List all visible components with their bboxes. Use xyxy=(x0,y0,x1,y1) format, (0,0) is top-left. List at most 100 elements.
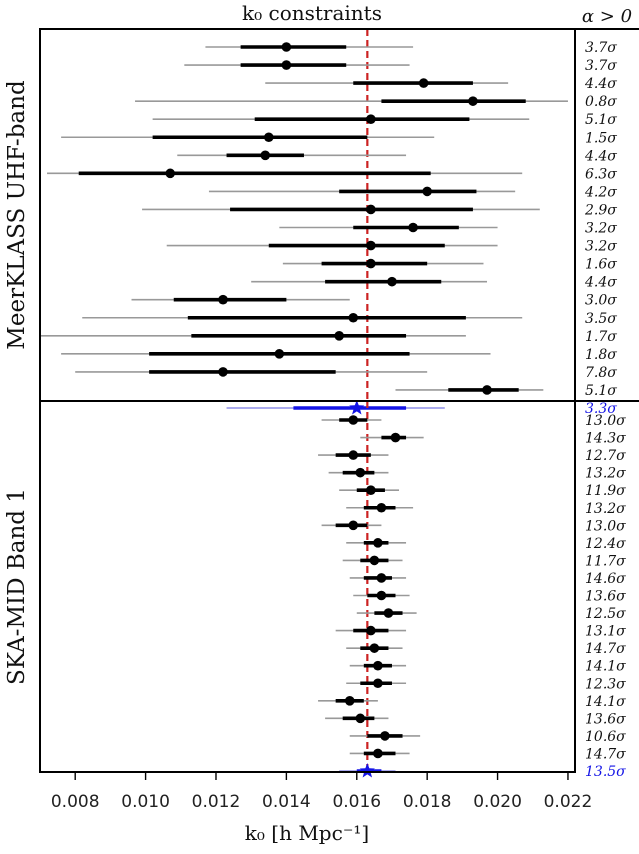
point-marker xyxy=(366,114,376,124)
data-row: 12.3σ xyxy=(346,676,626,692)
point-marker xyxy=(373,678,383,689)
data-row: 13.2σ xyxy=(346,501,626,517)
point-marker xyxy=(348,312,359,323)
sigma-label: 4.4σ xyxy=(584,76,617,92)
x-tick-label: 0.008 xyxy=(51,792,100,812)
point-marker xyxy=(366,258,376,269)
sigma-label: 5.1σ xyxy=(585,112,617,128)
sigma-label: 14.1σ xyxy=(585,694,626,710)
point-marker xyxy=(468,96,478,106)
point-marker xyxy=(366,240,376,251)
data-row: 3.7σ xyxy=(184,58,617,74)
sigma-label: 13.6σ xyxy=(585,711,626,727)
sigma-label: 12.3σ xyxy=(585,676,626,692)
data-row: 3.7σ xyxy=(205,40,617,56)
data-row: 7.8σ xyxy=(75,365,617,381)
point-marker xyxy=(383,608,394,618)
x-tick-label: 0.012 xyxy=(192,792,241,812)
point-marker xyxy=(218,294,228,305)
panels-layer: 3.7σ 3.7σ 4.4σ 0.8σ 5.1σ 1.5σ 4.4σ 6.3σ 4.2σ 2.9σ… xyxy=(4,28,639,812)
point-marker xyxy=(390,432,401,443)
sigma-label: 14.7σ xyxy=(585,641,626,657)
data-row: 2.9σ xyxy=(142,202,617,218)
sigma-label: 10.6σ xyxy=(585,729,626,745)
sigma-label: 13.0σ xyxy=(585,413,626,429)
point-marker xyxy=(376,590,387,601)
data-row: 3.0σ xyxy=(131,293,617,309)
x-tick-label: 0.016 xyxy=(332,792,381,812)
point-marker xyxy=(373,538,383,548)
data-row: 13.0σ xyxy=(321,413,626,429)
x-axis: 0.008 0.010 0.012 0.014 0.016 0.018 0.020 0.022 xyxy=(51,772,592,812)
x-tick-label: 0.018 xyxy=(403,792,452,812)
data-row: 0.8σ xyxy=(135,94,617,110)
point-marker xyxy=(263,132,274,143)
point-marker xyxy=(408,222,418,233)
point-marker xyxy=(355,467,366,478)
sigma-label: 14.6σ xyxy=(585,571,626,587)
data-row: 1.8σ xyxy=(61,347,617,363)
data-row: 14.3σ xyxy=(360,431,626,447)
data-row: 1.7σ xyxy=(40,329,617,345)
sigma-label: 3.7σ xyxy=(585,40,617,56)
sigma-label: 13.2σ xyxy=(585,501,626,517)
point-marker xyxy=(334,331,344,341)
data-row: 14.1σ xyxy=(318,694,626,710)
sigma-label: 4.4σ xyxy=(584,275,617,291)
data-row: 5.1σ xyxy=(152,112,617,128)
panel-label: SKA-MID Band 1 xyxy=(4,488,30,685)
data-row: 14.7σ xyxy=(346,641,626,657)
data-row: 10.6σ xyxy=(349,729,626,745)
data-row: 12.5σ xyxy=(356,606,626,622)
sigma-label: 4.4σ xyxy=(584,148,617,164)
point-marker xyxy=(348,450,359,460)
sigma-label: 0.8σ xyxy=(585,94,617,110)
sigma-label: 12.4σ xyxy=(585,536,626,552)
point-marker xyxy=(344,696,355,706)
combined-sigma-label: 3.3σ xyxy=(585,401,617,417)
sigma-label: 3.7σ xyxy=(585,58,617,74)
sigma-label: 12.7σ xyxy=(585,448,626,464)
data-row: 3.2σ xyxy=(279,221,617,237)
data-row: 13.0σ xyxy=(321,518,626,534)
x-tick-label: 0.022 xyxy=(544,792,593,812)
combined-sigma-label: 13.5σ xyxy=(585,764,626,780)
sigma-label: 4.2σ xyxy=(584,184,617,200)
data-row: 1.5σ xyxy=(61,130,617,146)
data-row: 4.2σ xyxy=(208,184,617,200)
data-row: 13.2σ xyxy=(328,466,626,482)
combined-star-marker xyxy=(359,763,375,778)
point-marker xyxy=(422,186,432,197)
data-row: 13.1σ xyxy=(335,624,626,640)
sigma-label: 2.9σ xyxy=(584,202,617,218)
data-row: 5.1σ xyxy=(395,383,617,399)
data-row: 14.1σ xyxy=(349,659,626,675)
data-row: 13.6σ xyxy=(325,711,626,727)
panel-ska-mid: 13.0σ14.3σ12.7σ13.2σ11.9σ13.2σ13.0σ12.4σ… xyxy=(4,401,626,780)
point-marker xyxy=(355,713,366,724)
point-marker xyxy=(281,42,292,52)
sigma-label: 13.1σ xyxy=(585,624,626,640)
combined-row: 3.3σ xyxy=(226,400,617,417)
sigma-label: 1.6σ xyxy=(585,257,617,273)
panel-label: MeerKLASS UHF-band xyxy=(4,80,30,350)
sigma-label: 7.8σ xyxy=(585,365,617,381)
sigma-label: 6.3σ xyxy=(585,166,617,182)
data-row: 11.7σ xyxy=(342,553,626,569)
frames xyxy=(39,28,639,773)
point-marker xyxy=(165,168,176,179)
sigma-label: 11.9σ xyxy=(585,483,626,499)
point-marker xyxy=(218,367,228,377)
alpha-header: α > 0 xyxy=(582,6,632,27)
sigma-label: 13.6σ xyxy=(585,589,626,605)
point-marker xyxy=(376,573,387,583)
panel-meerklass: 3.7σ 3.7σ 4.4σ 0.8σ 5.1σ 1.5σ 4.4σ 6.3σ 4.2σ 2.9σ… xyxy=(4,29,617,417)
point-marker xyxy=(369,643,380,653)
sigma-label: 1.7σ xyxy=(585,329,617,345)
point-marker xyxy=(482,385,492,395)
point-marker xyxy=(281,60,292,70)
point-marker xyxy=(418,78,429,88)
sigma-label: 5.1σ xyxy=(585,383,617,399)
sigma-label: 3.0σ xyxy=(585,293,617,309)
